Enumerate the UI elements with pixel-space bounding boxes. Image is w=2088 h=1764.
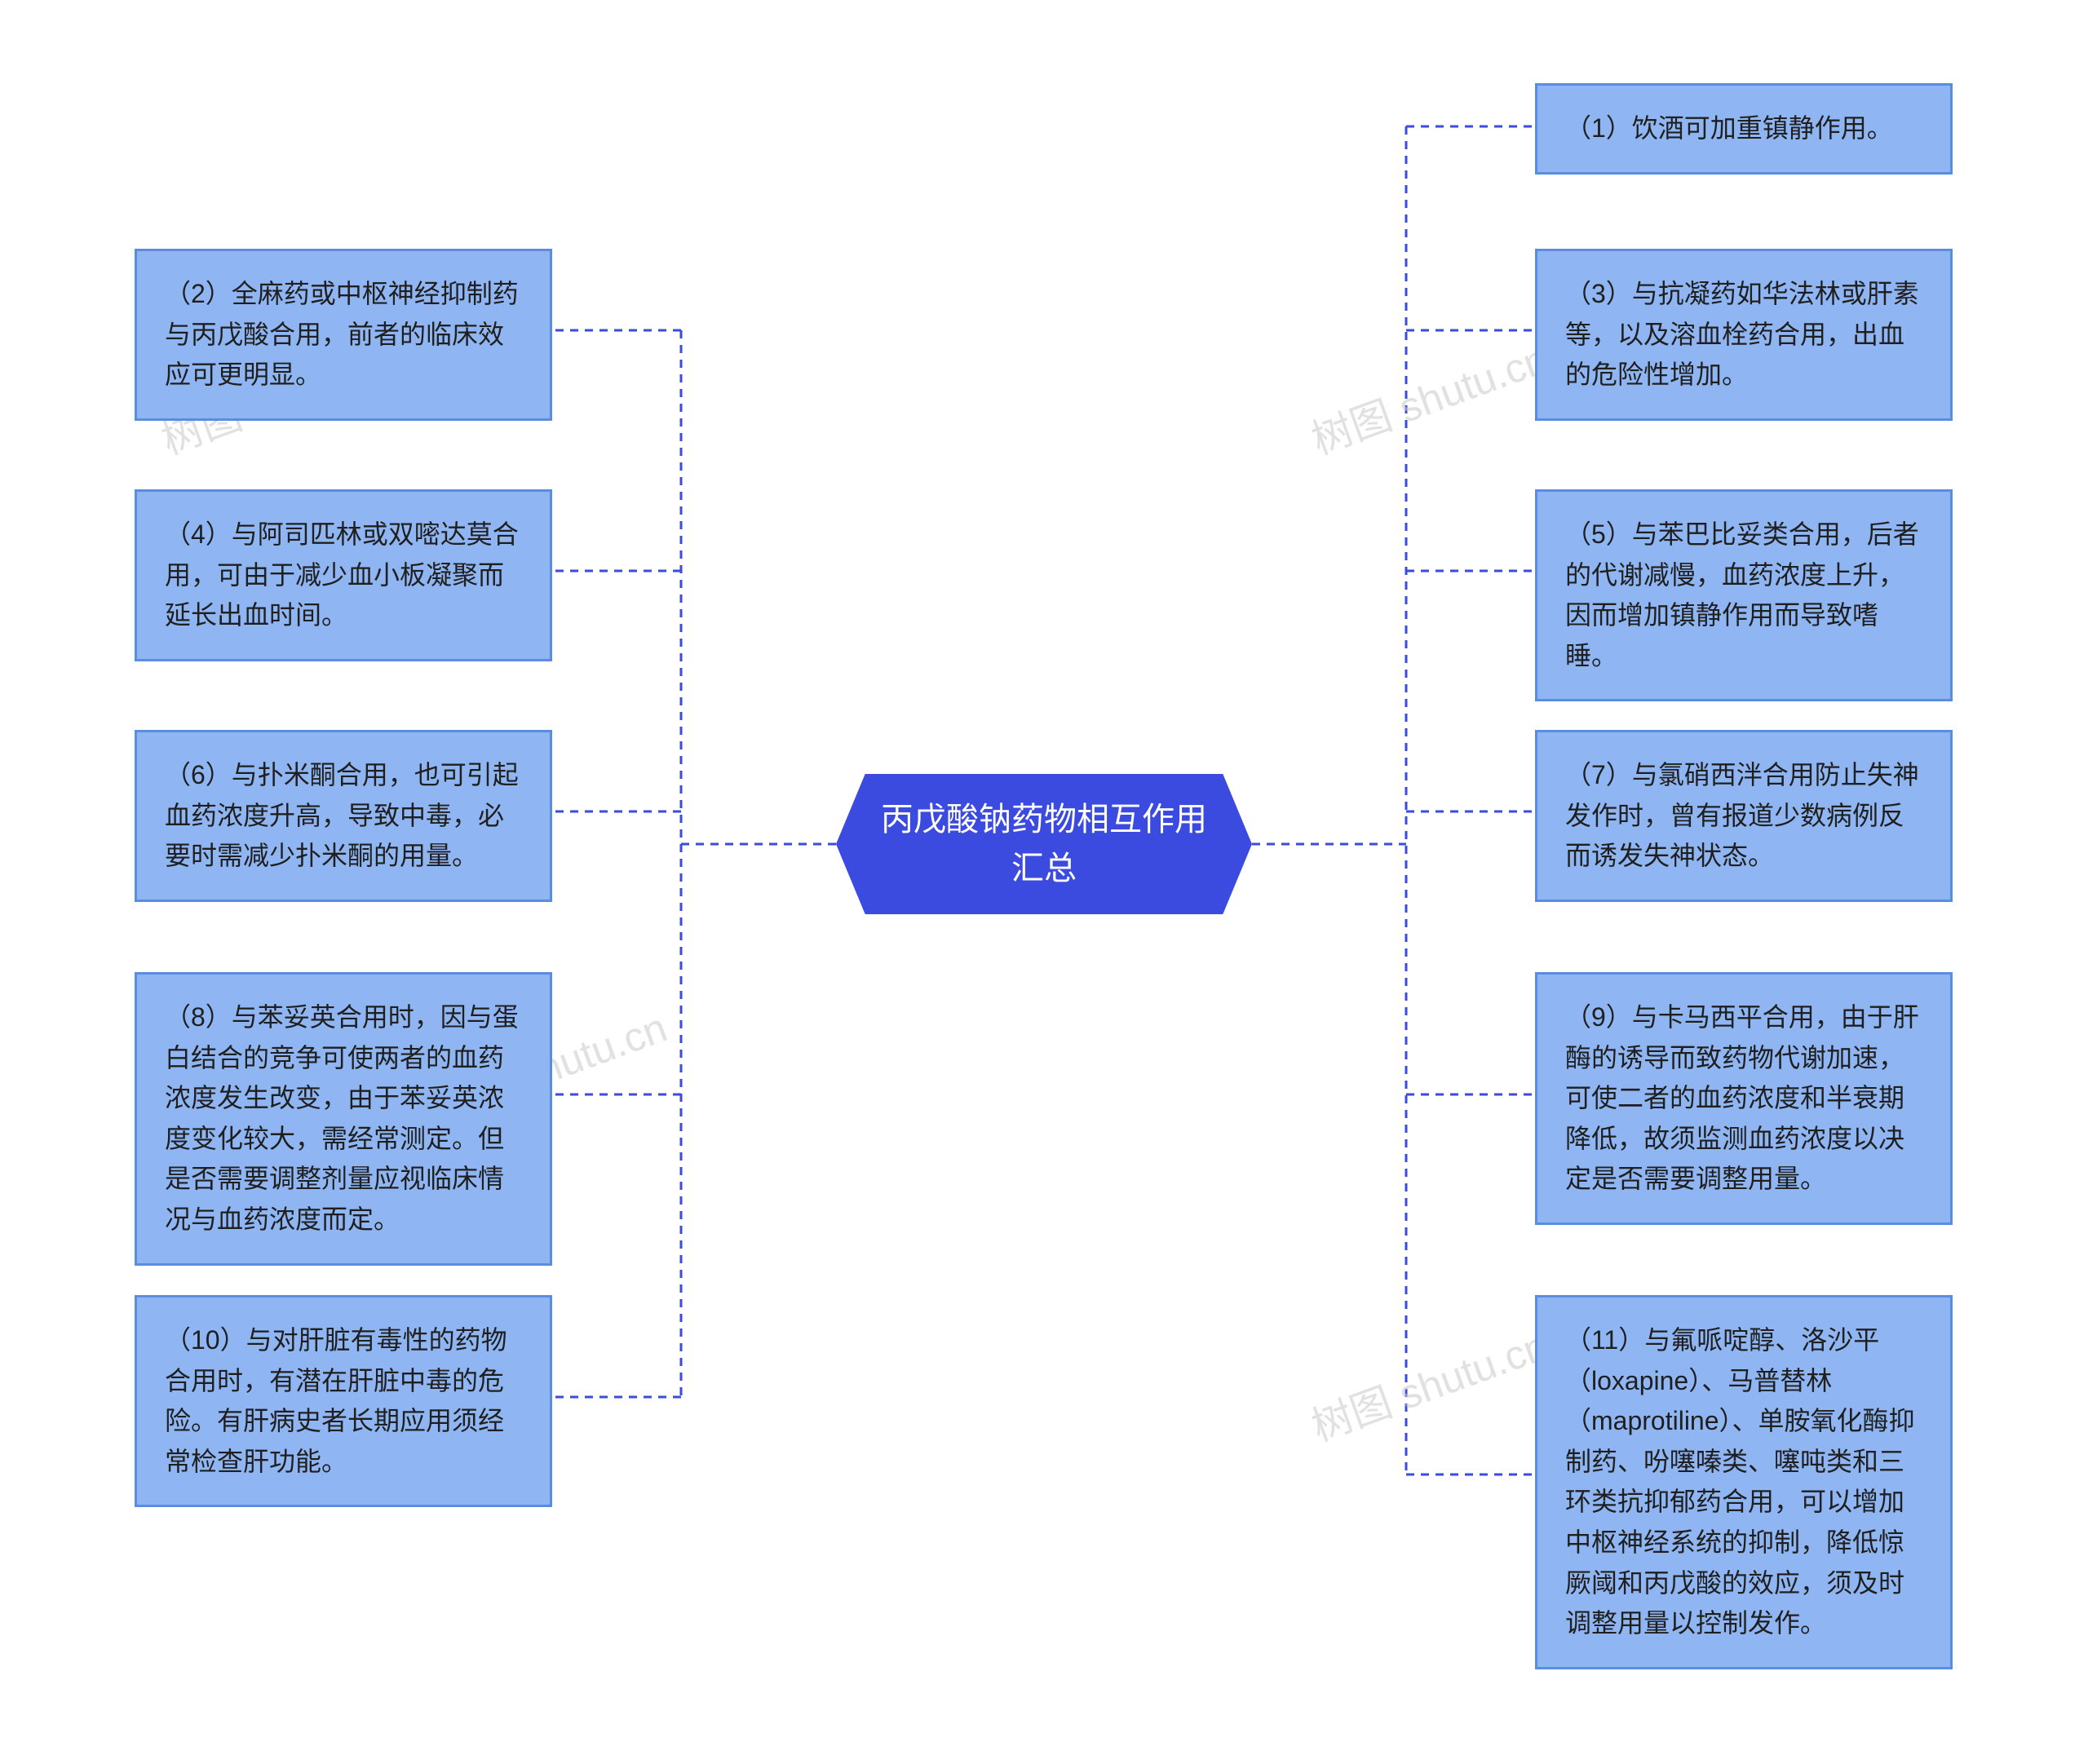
branch-node-6[interactable]: （6）与扑米酮合用，也可引起血药浓度升高，导致中毒，必要时需减少扑米酮的用量。 bbox=[135, 730, 552, 902]
watermark: 树图 shutu.cn bbox=[1303, 326, 1555, 466]
branch-node-3[interactable]: （3）与抗凝药如华法林或肝素等，以及溶血栓药合用，出血的危险性增加。 bbox=[1535, 249, 1953, 421]
branch-node-8[interactable]: （8）与苯妥英合用时，因与蛋白结合的竞争可使两者的血药浓度发生改变，由于苯妥英浓… bbox=[135, 972, 552, 1266]
watermark: 树图 shutu.cn bbox=[1303, 1313, 1555, 1452]
branch-node-9[interactable]: （9）与卡马西平合用，由于肝酶的诱导而致药物代谢加速，可使二者的血药浓度和半衰期… bbox=[1535, 972, 1953, 1225]
branch-node-5[interactable]: （5）与苯巴比妥类合用，后者的代谢减慢，血药浓度上升，因而增加镇静作用而导致嗜睡… bbox=[1535, 489, 1953, 701]
center-node[interactable]: 丙戊酸钠药物相互作用汇总 bbox=[836, 774, 1252, 914]
branch-node-1[interactable]: （1）饮酒可加重镇静作用。 bbox=[1535, 83, 1953, 175]
branch-node-4[interactable]: （4）与阿司匹林或双嘧达莫合用，可由于减少血小板凝聚而延长出血时间。 bbox=[135, 489, 552, 661]
branch-node-11[interactable]: （11）与氟哌啶醇、洛沙平（loxapine）、马普替林（maprotiline… bbox=[1535, 1295, 1953, 1669]
branch-node-10[interactable]: （10）与对肝脏有毒性的药物合用时，有潜在肝脏中毒的危险。有肝病史者长期应用须经… bbox=[135, 1295, 552, 1507]
branch-node-2[interactable]: （2）全麻药或中枢神经抑制药与丙戊酸合用，前者的临床效应可更明显。 bbox=[135, 249, 552, 421]
branch-node-7[interactable]: （7）与氯硝西泮合用防止失神发作时，曾有报道少数病例反而诱发失神状态。 bbox=[1535, 730, 1953, 902]
mindmap-canvas: 树图 shutu.cn 树图 shutu.cn 树图 shutu.cn 树图 s… bbox=[0, 0, 2088, 1764]
